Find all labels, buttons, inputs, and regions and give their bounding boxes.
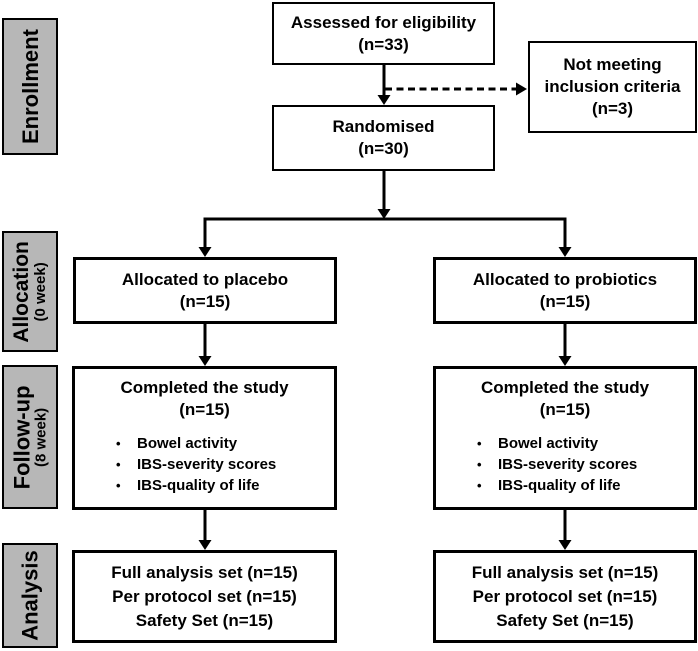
arrow-dashed-not-meeting [385,82,527,96]
allocated-probiotics-n: (n=15) [539,291,591,311]
stage-enrollment-text: Enrollment [17,29,43,144]
analysis-placebo-line1: Full analysis set (n=15) [111,562,298,582]
box-allocated-probiotics: Allocated to probiotics (n=15) [433,257,697,324]
arrow-probiotics-to-completed [558,323,572,366]
box-completed-probiotics: Completed the study (n=15) Bowel activit… [433,366,697,510]
arrow-completed-to-analysis-right [558,509,572,550]
outcome-item: IBS-quality of life [471,475,694,496]
assessed-title: Assessed for eligibility [290,12,477,32]
stage-label-enrollment: Enrollment [2,18,58,155]
arrow-branch-to-probiotics [558,219,572,257]
outcome-item: Bowel activity [110,433,334,454]
allocated-placebo-title: Allocated to placebo [121,269,289,289]
completed-placebo-title: Completed the study [120,378,289,397]
stage-followup-text: Follow-up [9,385,35,489]
completed-probiotics-n: (n=15) [539,400,591,419]
stage-label-followup: Follow-up (8 week) [2,365,58,509]
assessed-n: (n=33) [358,34,409,54]
not-meeting-line2: inclusion criteria [544,77,681,96]
completed-probiotics-outcomes: Bowel activity IBS-severity scores IBS-q… [436,433,694,496]
outcome-item: Bowel activity [471,433,694,454]
box-not-meeting-criteria: Not meeting inclusion criteria (n=3) [528,41,697,133]
stage-label-allocation: Allocation (0 week) [2,231,58,352]
not-meeting-line1: Not meeting [563,55,662,74]
analysis-probiotics-line2: Per protocol set (n=15) [472,586,658,606]
not-meeting-n: (n=3) [591,99,634,118]
allocated-placebo-n: (n=15) [179,291,231,311]
arrow-placebo-to-completed [198,323,212,366]
randomised-title: Randomised [332,117,435,136]
stage-label-analysis: Analysis [2,543,58,648]
arrow-randomised-to-branch [377,170,391,219]
analysis-placebo-line3: Safety Set (n=15) [135,610,274,630]
box-analysis-placebo: Full analysis set (n=15) Per protocol se… [72,550,337,643]
stage-analysis-text: Analysis [17,550,43,641]
arrow-completed-to-analysis-left [198,509,212,550]
analysis-probiotics-line3: Safety Set (n=15) [496,610,634,630]
stage-followup-subtext: (8 week) [32,407,50,467]
completed-placebo-n: (n=15) [179,400,230,419]
completed-placebo-outcomes: Bowel activity IBS-severity scores IBS-q… [75,433,334,496]
stage-allocation-text: Allocation [10,240,34,343]
analysis-probiotics-line1: Full analysis set (n=15) [471,562,659,582]
allocated-probiotics-title: Allocated to probiotics [472,269,658,289]
arrow-assessed-to-randomised [377,64,391,105]
box-allocated-placebo: Allocated to placebo (n=15) [73,257,337,324]
box-randomised: Randomised (n=30) [272,105,495,171]
completed-probiotics-title: Completed the study [480,378,650,397]
box-analysis-probiotics: Full analysis set (n=15) Per protocol se… [433,550,697,643]
box-assessed-eligibility: Assessed for eligibility (n=33) [272,2,495,65]
analysis-placebo-line2: Per protocol set (n=15) [112,586,297,606]
box-completed-placebo: Completed the study (n=15) Bowel activit… [72,366,337,510]
stage-allocation-subtext: (0 week) [32,261,50,322]
randomised-n: (n=30) [358,139,409,158]
arrow-branch-to-placebo [198,219,212,257]
outcome-item: IBS-severity scores [110,454,334,475]
outcome-item: IBS-quality of life [110,475,334,496]
outcome-item: IBS-severity scores [471,454,694,475]
